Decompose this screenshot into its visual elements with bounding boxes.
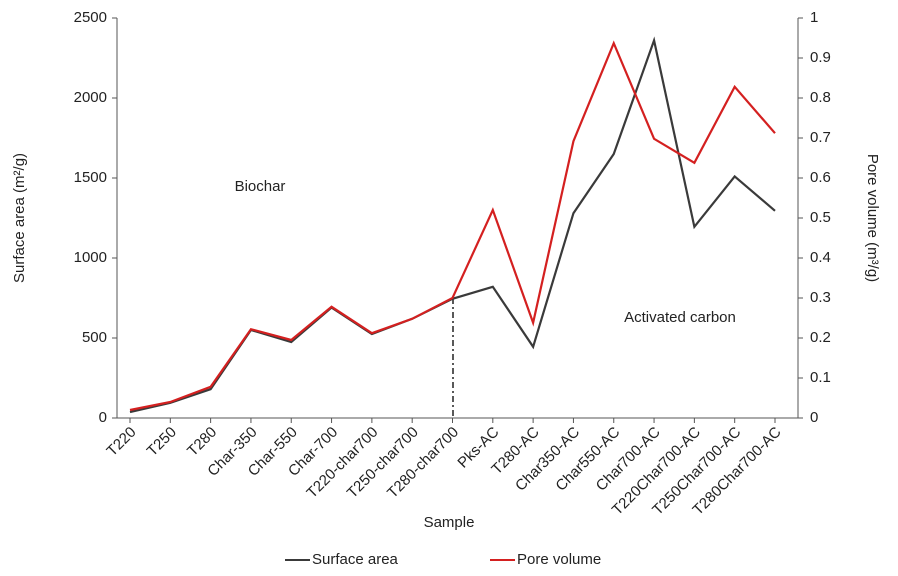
y-tick-label: 2000 xyxy=(74,89,107,106)
y2-tick-label: 0.7 xyxy=(810,129,831,146)
y-tick-label: 1500 xyxy=(74,169,107,186)
x-tick-label: T250 xyxy=(144,424,180,460)
series-line xyxy=(129,40,776,412)
y-tick-label: 1000 xyxy=(74,249,107,266)
y2-tick-label: 0.6 xyxy=(810,169,831,186)
y2-tick-label: 0 xyxy=(810,409,818,426)
y-tick-label: 2500 xyxy=(74,9,107,26)
y-tick-label: 500 xyxy=(82,329,107,346)
y-tick-label: 0 xyxy=(99,409,107,426)
y2-tick-label: 0.5 xyxy=(810,209,831,226)
x-axis-title: Sample xyxy=(424,514,475,531)
y2-tick-label: 0.9 xyxy=(810,49,831,66)
y2-tick-label: 0.3 xyxy=(810,289,831,306)
y2-tick-label: 0.8 xyxy=(810,89,831,106)
x-tick-label: T220 xyxy=(103,424,139,460)
legend-label: Pore volume xyxy=(517,551,601,568)
y2-tick-label: 1 xyxy=(810,9,818,26)
x-tick-label: T280-char700 xyxy=(384,424,462,502)
y2-tick-label: 0.1 xyxy=(810,369,831,386)
legend-label: Surface area xyxy=(312,551,399,568)
annotation: Biochar xyxy=(235,178,286,195)
y2-axis-title: Pore volume (m³/g) xyxy=(864,154,881,282)
annotation: Activated carbon xyxy=(624,309,736,326)
y-axis-title: Surface area (m²/g) xyxy=(11,153,28,283)
x-tick-label: T280 xyxy=(184,424,220,460)
y2-tick-label: 0.4 xyxy=(810,249,831,266)
y2-tick-label: 0.2 xyxy=(810,329,831,346)
